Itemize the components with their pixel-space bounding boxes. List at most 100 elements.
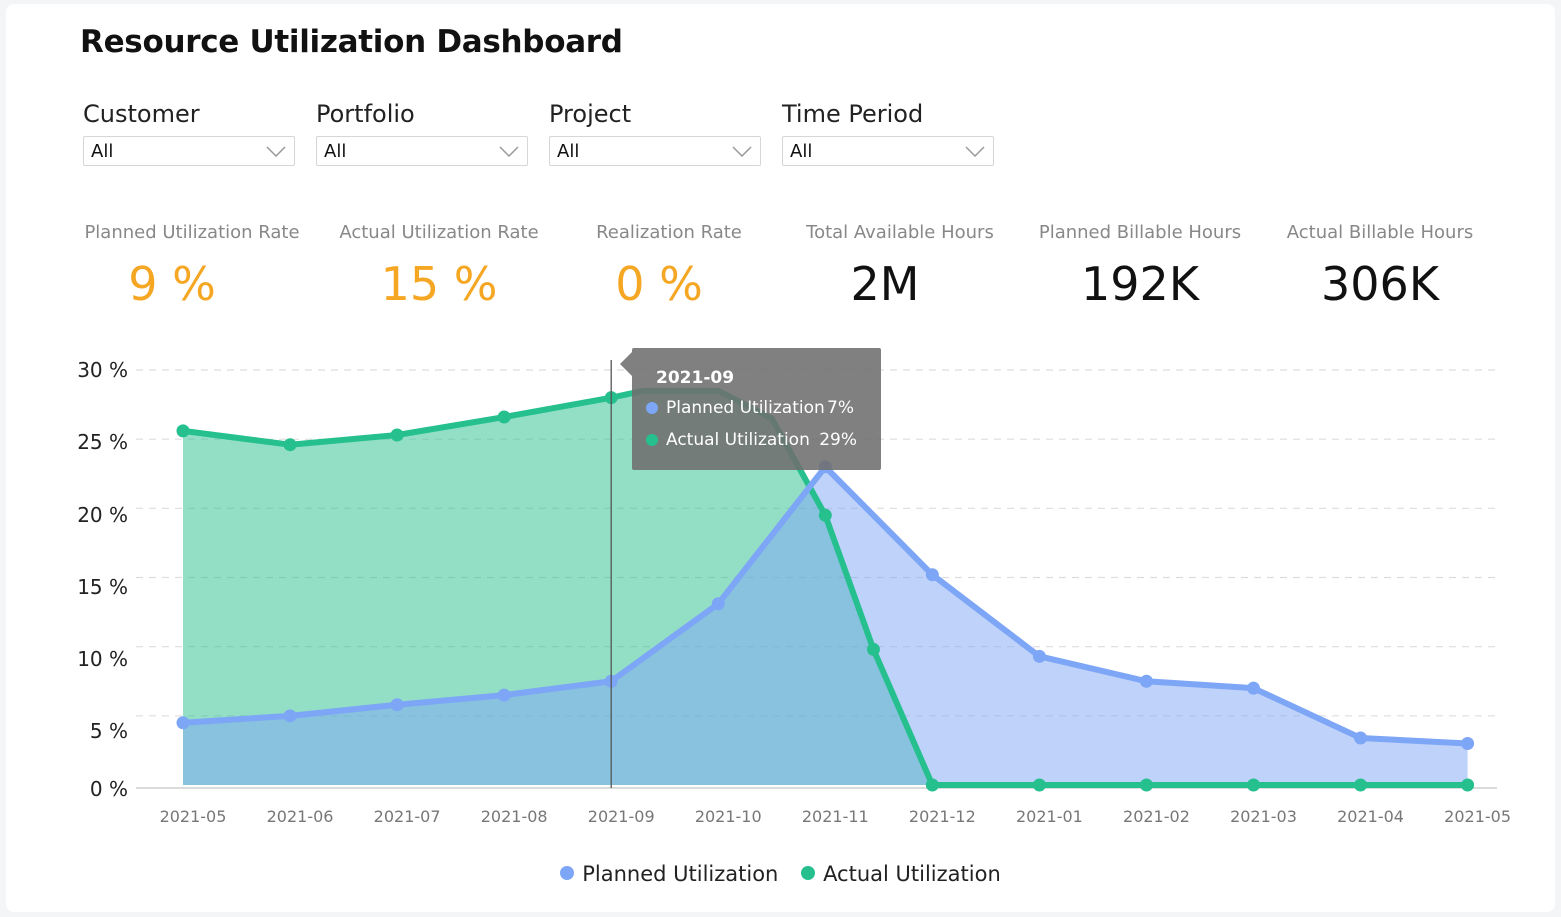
kpi-value: 15 % [380, 257, 498, 311]
filter-portfolio: Portfolio All [316, 100, 528, 166]
actual-dot-icon [801, 866, 816, 880]
x-tick-label: 2021-05 [160, 807, 227, 826]
tooltip-row-actual: Actual Utilization 29% [646, 430, 870, 450]
filter-time-period: Time Period All [782, 100, 994, 166]
filter-label: Time Period [782, 100, 924, 128]
x-tick-label: 2021-10 [695, 807, 762, 826]
y-tick-label: 30 % [77, 358, 128, 382]
select-value: All [557, 141, 580, 162]
kpi-total-available-hours: Total Available Hours 2M [775, 222, 1025, 311]
x-tick-label: 2021-03 [1230, 807, 1297, 826]
chevron-down-icon [499, 146, 519, 157]
x-tick-label: 2021-08 [481, 807, 548, 826]
kpi-label: Planned Utilization Rate [84, 222, 300, 243]
kpi-label: Realization Rate [596, 222, 742, 243]
filter-project: Project All [549, 100, 761, 166]
actual-dot-icon [646, 434, 658, 446]
x-tick-label: 2021-05 [1444, 807, 1511, 826]
kpi-actual-billable-hours: Actual Billable Hours 306K [1255, 222, 1505, 311]
data-point [866, 642, 880, 656]
kpi-value: 192K [1081, 257, 1199, 311]
kpi-value: 2M [850, 257, 920, 311]
chart-tooltip: 2021-09 Planned Utilization 7% Actual Uti… [620, 348, 881, 470]
time-period-select[interactable]: All [782, 136, 994, 166]
y-tick-label: 20 % [77, 503, 128, 527]
chevron-down-icon [266, 146, 286, 157]
x-tick-label: 2021-06 [267, 807, 334, 826]
data-point [1354, 731, 1368, 745]
x-tick-label: 2021-09 [588, 807, 655, 826]
data-point [1461, 737, 1475, 750]
data-point [1032, 778, 1046, 792]
data-point [176, 424, 190, 438]
portfolio-select[interactable]: All [316, 136, 528, 166]
tooltip-series-name: Actual Utilization [666, 430, 810, 450]
customer-select[interactable]: All [83, 136, 295, 166]
tooltip-arrow [620, 352, 632, 376]
select-value: All [91, 141, 114, 162]
data-point [818, 508, 832, 522]
kpi-label: Actual Billable Hours [1286, 222, 1474, 243]
tooltip-row-planned: Planned Utilization 7% [646, 398, 870, 418]
x-tick-label: 2021-12 [909, 807, 976, 826]
project-select[interactable]: All [549, 136, 761, 166]
planned-dot-icon [560, 866, 575, 880]
kpi-value: 306K [1321, 257, 1439, 311]
data-point [497, 688, 511, 702]
filter-label: Customer [83, 100, 200, 128]
data-point [1461, 778, 1475, 792]
page-title: Resource Utilization Dashboard [80, 24, 623, 60]
legend-item-actual[interactable]: Actual Utilization [801, 862, 1001, 886]
chevron-down-icon [732, 146, 752, 157]
data-point [1247, 778, 1260, 792]
data-point [1247, 681, 1260, 695]
data-point [711, 597, 725, 611]
legend-item-planned[interactable]: Planned Utilization [560, 862, 778, 886]
select-value: All [790, 141, 813, 162]
x-tick-label: 2021-02 [1123, 807, 1190, 826]
kpi-label: Actual Utilization Rate [339, 222, 539, 243]
filter-label: Project [549, 100, 632, 128]
kpi-planned-billable-hours: Planned Billable Hours 192K [1015, 222, 1265, 311]
kpi-label: Planned Billable Hours [1038, 222, 1242, 243]
data-point [283, 709, 297, 723]
kpi-label: Total Available Hours [806, 222, 994, 243]
y-tick-label: 10 % [77, 647, 128, 671]
x-tick-label: 2021-04 [1337, 807, 1404, 826]
tooltip-title: 2021-09 [656, 368, 735, 388]
data-point [176, 716, 190, 730]
data-point [390, 698, 404, 712]
chart-legend: Planned Utilization Actual Utilization [0, 862, 1561, 886]
legend-label: Actual Utilization [823, 862, 1001, 886]
data-point [1139, 778, 1153, 792]
data-point [283, 438, 297, 452]
x-tick-label: 2021-11 [802, 807, 869, 826]
filter-label: Portfolio [316, 100, 415, 128]
planned-dot-icon [646, 402, 658, 414]
data-point [497, 410, 511, 424]
y-tick-label: 5 % [90, 719, 128, 743]
data-point [1354, 778, 1368, 792]
data-point [925, 568, 939, 582]
y-tick-label: 0 % [90, 777, 128, 801]
kpi-realization-rate: Realization Rate 0 % [544, 222, 794, 311]
y-tick-label: 15 % [77, 575, 128, 599]
y-tick-label: 25 % [77, 430, 128, 454]
tooltip-series-value: 7% [827, 398, 854, 418]
kpi-actual-utilization: Actual Utilization Rate 15 % [314, 222, 564, 311]
chevron-down-icon [965, 146, 985, 157]
select-value: All [324, 141, 347, 162]
kpi-value: 9 % [128, 257, 216, 311]
filter-customer: Customer All [83, 100, 295, 166]
area-planned [183, 466, 1468, 785]
data-point [390, 428, 404, 442]
data-point [925, 778, 939, 792]
kpi-value: 0 % [615, 257, 703, 311]
x-tick-label: 2021-07 [374, 807, 441, 826]
tooltip-series-name: Planned Utilization [666, 398, 825, 418]
legend-label: Planned Utilization [582, 862, 779, 886]
kpi-planned-utilization: Planned Utilization Rate 9 % [67, 222, 317, 311]
tooltip-series-value: 29% [819, 430, 857, 450]
data-point [1032, 649, 1046, 663]
x-tick-label: 2021-01 [1016, 807, 1083, 826]
